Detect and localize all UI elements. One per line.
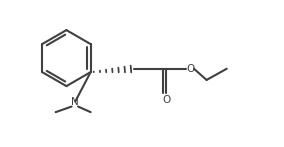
Text: O: O [186, 64, 195, 74]
Text: O: O [162, 95, 170, 105]
Text: N: N [71, 97, 79, 107]
